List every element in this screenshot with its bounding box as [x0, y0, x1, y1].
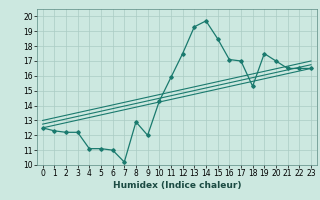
X-axis label: Humidex (Indice chaleur): Humidex (Indice chaleur): [113, 181, 241, 190]
